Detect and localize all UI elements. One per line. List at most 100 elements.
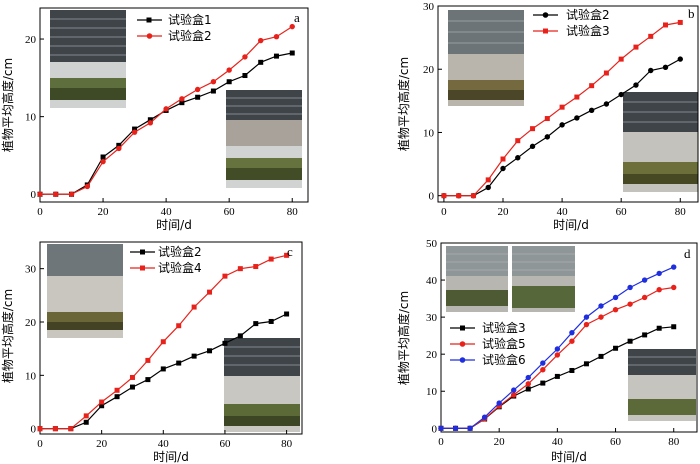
data-point-a-1-5 [116,145,122,152]
panel-d-photo-3 [628,349,696,421]
panel-a-photo-1 [50,10,126,108]
data-point-d-1-15 [656,286,662,293]
y-tick-label-a-1: 10 [25,112,37,124]
data-point-b-0-13 [633,82,639,88]
data-point-c-0-10 [191,353,197,359]
data-point-d-2-14 [641,277,648,283]
data-point-d-0-15 [656,325,662,331]
data-point-d-2-2 [467,425,473,431]
data-point-b-0-10 [588,107,595,114]
data-point-b-0-5 [515,155,521,161]
data-point-c-1-4 [99,399,105,405]
data-point-b-0-9 [574,115,580,121]
data-point-c-0-16 [284,311,290,317]
x-tick-label-d-2: 40 [552,436,564,448]
data-point-d-0-11 [598,353,604,359]
data-point-d-1-5 [511,392,517,398]
data-point-c-0-12 [222,340,228,346]
data-point-a-0-5 [116,142,122,148]
legend-label-c-1: 试验盒4 [158,260,202,275]
legend-label-a-1: 试验盒2 [168,28,212,43]
panel-a-photos [50,10,302,188]
y-tick-label-d-0: 0 [432,423,438,435]
panel-b-label: b [688,6,695,21]
data-point-c-1-7 [145,357,151,363]
x-tick-label-a-2: 40 [161,206,173,218]
panel-b-ticks: 0 20 40 60 80 0 10 20 30 [423,1,686,218]
data-point-d-2-11 [598,303,604,309]
data-point-b-1-15 [663,22,668,28]
data-point-d-2-8 [554,346,561,352]
data-point-d-1-6 [525,381,531,387]
data-point-b-1-11 [603,70,609,76]
data-point-c-1-10 [191,304,197,310]
data-point-a-1-8 [163,106,169,112]
panel-d-photo-1 [446,246,508,312]
legend-marker-c-1 [140,265,145,271]
data-point-b-1-12 [618,56,624,62]
data-point-d-2-15 [656,270,662,277]
data-point-c-1-13 [237,266,243,272]
data-point-a-1-13 [242,54,248,60]
data-point-c-1-1 [52,426,58,432]
y-tick-label-b-1: 10 [423,127,435,139]
data-point-c-1-9 [176,323,182,329]
data-point-d-1-10 [583,321,590,328]
x-tick-label-b-1: 20 [498,206,510,218]
data-point-c-1-5 [114,387,120,393]
data-point-a-1-2 [68,191,75,197]
panel-d-legend: 试验盒3 试验盒5 试验盒6 [450,320,526,367]
y-tick-label-a-0: 0 [31,189,37,201]
data-point-b-0-7 [544,134,551,140]
data-point-a-0-6 [132,126,138,132]
y-tick-label-a-2: 20 [25,34,37,46]
data-point-a-1-10 [194,86,201,93]
legend-label-d-0: 试验盒3 [482,320,526,335]
legend-marker-a-1 [146,33,153,39]
y-tick-label-b-3: 30 [423,1,435,13]
data-point-d-0-16 [671,324,677,330]
y-tick-label-c-0: 0 [31,424,37,436]
data-point-b-1-7 [544,116,550,122]
panel-b: 0 20 40 60 80 0 10 20 30 试验盒2 试验盒3 b 时间/d 植物平均高度… [396,1,699,232]
data-point-b-1-13 [633,44,639,50]
legend-marker-d-1 [459,341,466,347]
y-tick-label-d-3: 30 [426,312,438,324]
data-point-a-1-0 [37,191,43,197]
data-point-b-1-16 [677,19,683,25]
data-point-b-0-11 [603,101,610,107]
y-tick-label-c-3: 30 [25,264,37,276]
x-tick-label-b-3: 60 [616,206,628,218]
y-tick-label-b-2: 20 [423,64,435,76]
panel-d-axes [440,242,698,433]
data-point-d-1-7 [540,367,546,373]
data-point-d-2-9 [569,329,575,336]
panel-a: 0 20 40 60 80 0 10 20 试验盒1 试验盒2 a 时间/d 植物平均高度/c… [0,7,309,232]
data-point-d-2-3 [481,414,488,420]
x-tick-label-d-3: 60 [610,436,622,448]
data-point-a-1-7 [147,120,154,126]
data-point-b-1-6 [530,126,536,132]
x-tick-label-b-0: 0 [441,206,447,218]
x-tick-label-c-2: 40 [158,438,170,450]
x-tick-label-a-3: 60 [224,206,236,218]
data-point-b-0-15 [662,64,669,71]
panel-a-axes [39,7,309,203]
data-point-d-0-6 [525,386,531,392]
data-point-a-1-4 [100,158,106,165]
panel-d-xlabel: 时间/d [551,450,587,464]
x-tick-label-b-2: 40 [557,206,569,218]
data-point-a-0-12 [226,79,232,85]
data-point-d-2-6 [525,374,531,381]
data-point-d-2-12 [612,294,619,301]
data-point-a-0-15 [273,53,279,59]
data-point-c-1-11 [207,289,213,295]
panel-a-ticks: 0 20 40 60 80 0 10 20 [25,34,298,218]
data-point-b-0-3 [485,184,491,191]
data-point-b-1-2 [470,193,476,199]
panel-c-axes [39,241,303,435]
data-point-d-1-11 [598,314,604,320]
legend-label-d-2: 试验盒6 [482,352,526,367]
y-tick-label-d-2: 20 [426,349,438,361]
panel-d-ylabel: 植物平均高度/cm [396,291,411,385]
